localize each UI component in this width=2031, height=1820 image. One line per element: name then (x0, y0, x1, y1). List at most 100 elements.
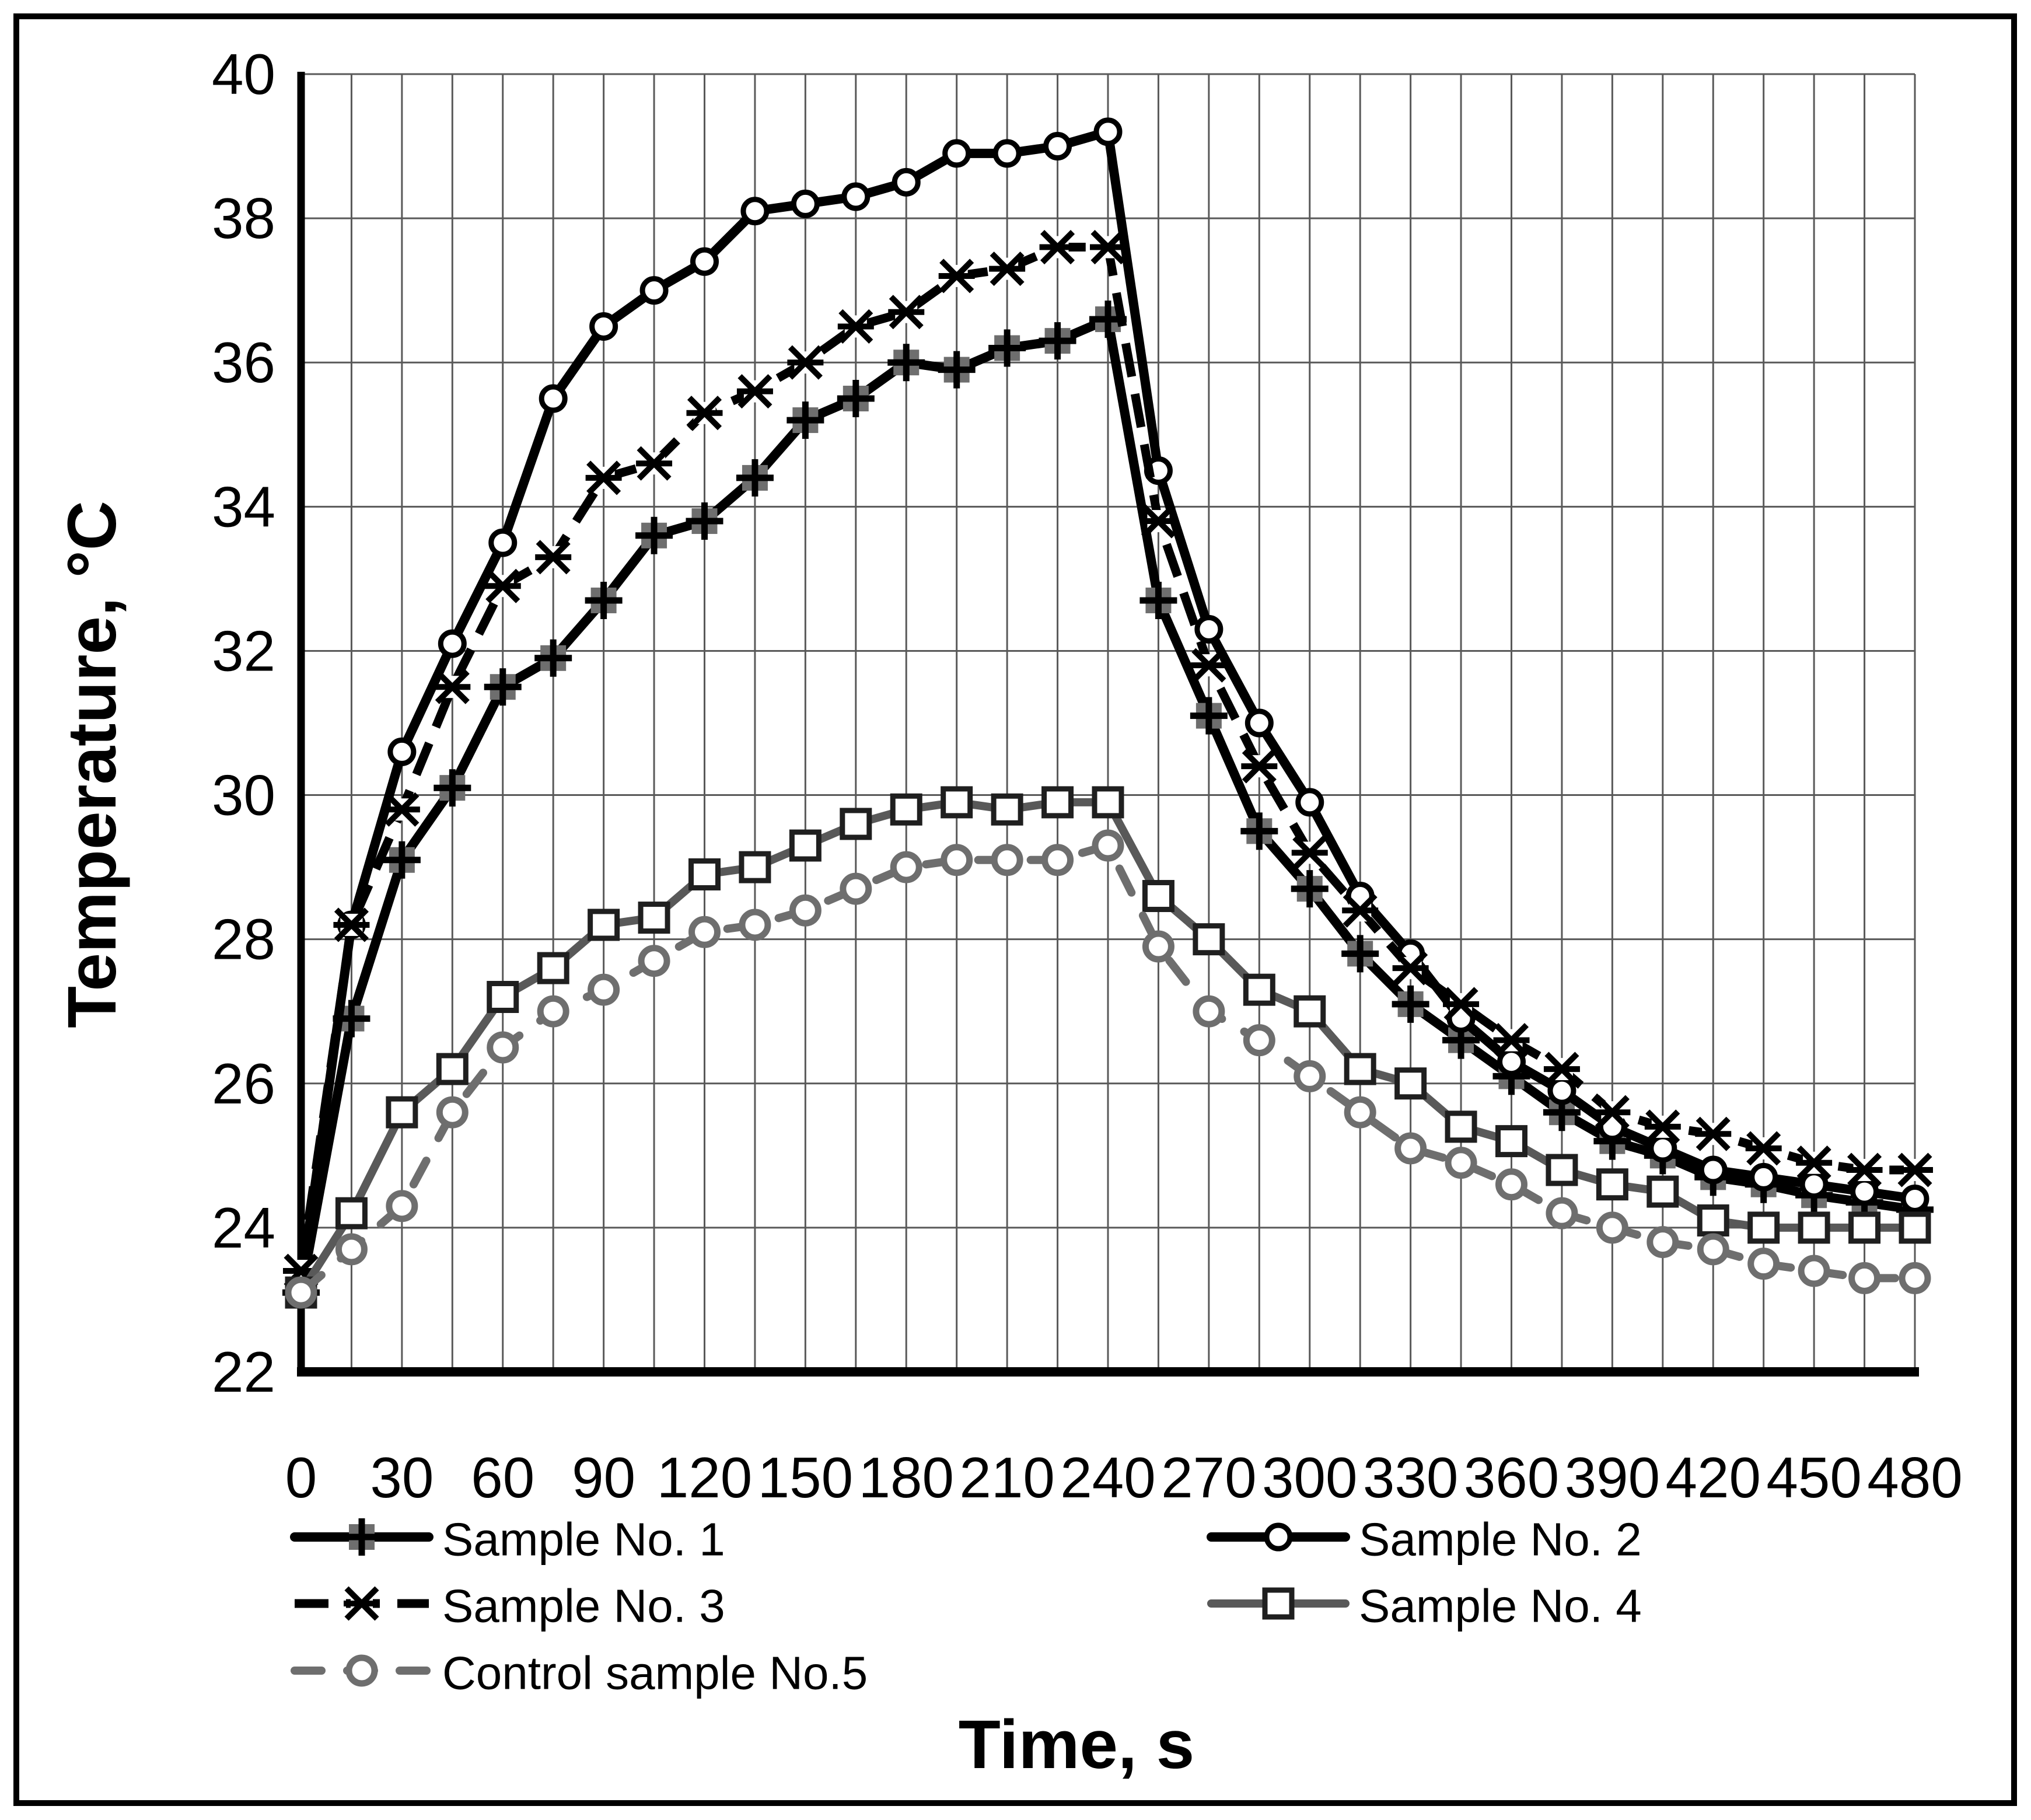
data-point (434, 669, 471, 704)
data-point (942, 139, 971, 168)
marker-open-circle (1093, 117, 1123, 146)
marker-open-circle (840, 872, 872, 905)
data-point (840, 808, 872, 840)
marker-open-square (1747, 1211, 1780, 1244)
marker-open-circle (487, 1031, 519, 1064)
marker-open-circle (942, 139, 971, 168)
legend-label: Sample No. 3 (442, 1580, 725, 1632)
data-point (1799, 1170, 1829, 1199)
legend-item-sample-no-3: Sample No. 3 (295, 1580, 725, 1632)
legend-label: Sample No. 4 (1359, 1580, 1642, 1632)
data-point (635, 516, 673, 554)
marker-open-circle (1142, 930, 1174, 963)
marker-open-circle (1264, 1522, 1293, 1552)
x-tick-label: 150 (758, 1445, 854, 1510)
marker-open-square (1546, 1154, 1578, 1186)
data-point (639, 276, 669, 305)
data-point (739, 851, 771, 883)
data-point (1899, 1211, 1931, 1244)
data-point (988, 329, 1026, 367)
data-point (588, 909, 620, 941)
marker-open-circle (589, 312, 618, 341)
marker-open-circle (438, 629, 467, 658)
marker-open-square (688, 858, 721, 890)
marker-open-circle (1698, 1155, 1728, 1185)
data-point (787, 345, 824, 380)
legend-label: Sample No. 1 (442, 1514, 725, 1566)
data-point (688, 858, 721, 890)
data-point (989, 251, 1026, 287)
marker-open-circle (345, 1654, 378, 1687)
marker-open-square (1092, 786, 1124, 819)
x-tick-label: 90 (572, 1445, 635, 1510)
marker-open-circle (1546, 1197, 1578, 1229)
data-point (1341, 935, 1379, 973)
data-point (1695, 1116, 1732, 1151)
marker-open-square (537, 952, 569, 984)
marker-open-circle (1547, 1076, 1576, 1105)
data-point (333, 907, 370, 942)
legend-label: Sample No. 2 (1359, 1514, 1642, 1566)
data-point (941, 844, 973, 876)
y-tick-label: 34 (212, 474, 275, 539)
data-point (386, 1190, 418, 1222)
data-point (1644, 1109, 1681, 1144)
data-point (387, 737, 417, 766)
marker-open-circle (387, 737, 417, 766)
marker-open-square (1262, 1587, 1295, 1620)
legend-item-control-sample-no-5: Control sample No.5 (291, 1647, 868, 1699)
data-point (1850, 1177, 1879, 1206)
data-point (638, 945, 670, 977)
data-point (1543, 1052, 1580, 1087)
data-point (992, 139, 1022, 168)
y-tick-label: 38 (212, 186, 275, 250)
marker-open-circle (1747, 1248, 1780, 1280)
marker-open-circle (1294, 1060, 1326, 1092)
marker-open-circle (1848, 1262, 1881, 1294)
data-point (1846, 1152, 1883, 1187)
data-point (1697, 1204, 1729, 1237)
data-point (1899, 1262, 1931, 1294)
data-point (1041, 786, 1074, 819)
series-sample-no-4 (285, 786, 1931, 1309)
marker-open-circle (789, 894, 822, 927)
data-point (1039, 229, 1076, 265)
data-point (1445, 1110, 1477, 1143)
data-point (484, 668, 522, 706)
x-tick-label: 450 (1766, 1445, 1862, 1510)
x-tick-label: 360 (1464, 1445, 1560, 1510)
data-point (434, 769, 471, 807)
data-point (487, 1031, 519, 1064)
data-point (535, 540, 572, 575)
data-point (1294, 1060, 1326, 1092)
data-point (789, 829, 822, 862)
data-point (537, 995, 569, 1028)
marker-open-circle (740, 197, 770, 226)
marker-open-circle (539, 384, 568, 413)
marker-open-square (335, 1197, 368, 1229)
x-tick-label: 0 (285, 1445, 317, 1510)
data-point (1749, 1162, 1778, 1192)
data-point (1647, 1226, 1679, 1259)
marker-open-circle (1596, 1211, 1628, 1244)
x-tick-label: 330 (1363, 1445, 1459, 1510)
data-point (892, 167, 921, 197)
data-point (1093, 117, 1123, 146)
marker-open-circle (1697, 1233, 1729, 1266)
data-point (1294, 995, 1326, 1028)
data-point (1796, 1145, 1833, 1180)
data-point (1848, 1211, 1881, 1244)
data-point (436, 1096, 469, 1129)
data-point (1194, 614, 1224, 644)
marker-open-square (436, 1053, 469, 1085)
data-point (1190, 648, 1227, 683)
data-point (285, 1276, 317, 1309)
data-point (890, 793, 922, 826)
marker-open-circle (1798, 1255, 1830, 1287)
data-point (786, 401, 824, 439)
y-tick-label: 28 (212, 907, 275, 972)
series-sample-no-3 (283, 229, 1933, 1288)
marker-open-circle (892, 167, 921, 197)
